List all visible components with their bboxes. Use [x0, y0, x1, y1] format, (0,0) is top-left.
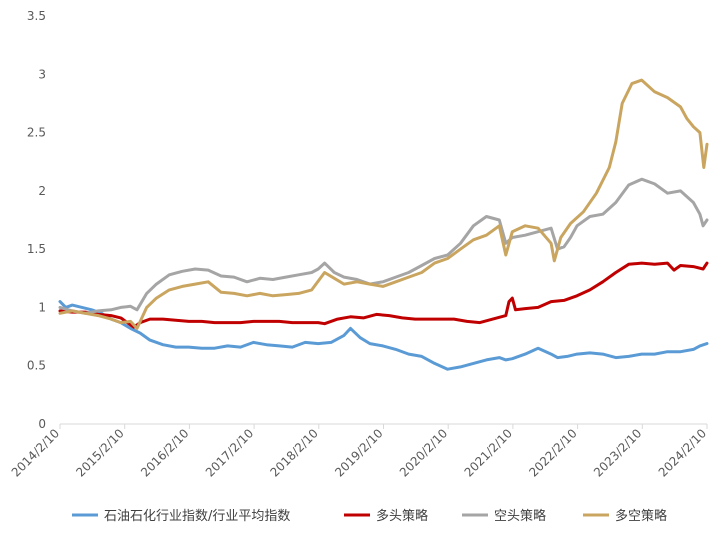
x-tick-label: 2021/2/10	[462, 426, 515, 479]
chart-axes: 0 0.5 1 1.5 2 2.5 3 3.5 2014/2/10 2015/2/10 2016/2…	[9, 9, 709, 480]
y-tick-label: 3.5	[27, 9, 46, 23]
y-tick-label: 1.5	[27, 242, 46, 256]
x-tick-label: 2015/2/10	[73, 426, 126, 479]
x-tick-label: 2017/2/10	[203, 426, 256, 479]
x-tick-label: 2022/2/10	[526, 426, 579, 479]
series-layer	[58, 78, 709, 371]
y-tick-label: 1	[38, 300, 46, 314]
x-tick-label: 2016/2/10	[138, 426, 191, 479]
series-line-0	[58, 300, 709, 371]
y-tick-label: 3	[38, 67, 46, 81]
x-tick-label: 2023/2/10	[591, 426, 644, 479]
legend-label: 多头策略	[376, 508, 428, 524]
y-tick-label: 2	[38, 184, 46, 198]
y-tick-label: 2.5	[27, 126, 46, 140]
legend-label: 空头策略	[494, 508, 546, 524]
series-line-1	[58, 261, 709, 329]
x-tick-label: 2024/2/10	[656, 426, 709, 479]
y-tick-label: 0	[38, 417, 46, 431]
y-tick-label: 0.5	[27, 359, 46, 373]
legend-label: 多空策略	[615, 508, 667, 524]
legend-label: 石油石化行业指数/行业平均指数	[104, 509, 290, 524]
x-tick-label: 2018/2/10	[268, 426, 321, 479]
x-tick-label: 2020/2/10	[397, 426, 450, 479]
x-tick-label: 2019/2/10	[332, 426, 385, 479]
series-line-2	[58, 177, 709, 315]
legend: 石油石化行业指数/行业平均指数 多头策略 空头策略 多空策略	[72, 508, 667, 524]
series-line-3	[58, 78, 709, 330]
x-tick-label: 2014/2/10	[9, 426, 62, 479]
